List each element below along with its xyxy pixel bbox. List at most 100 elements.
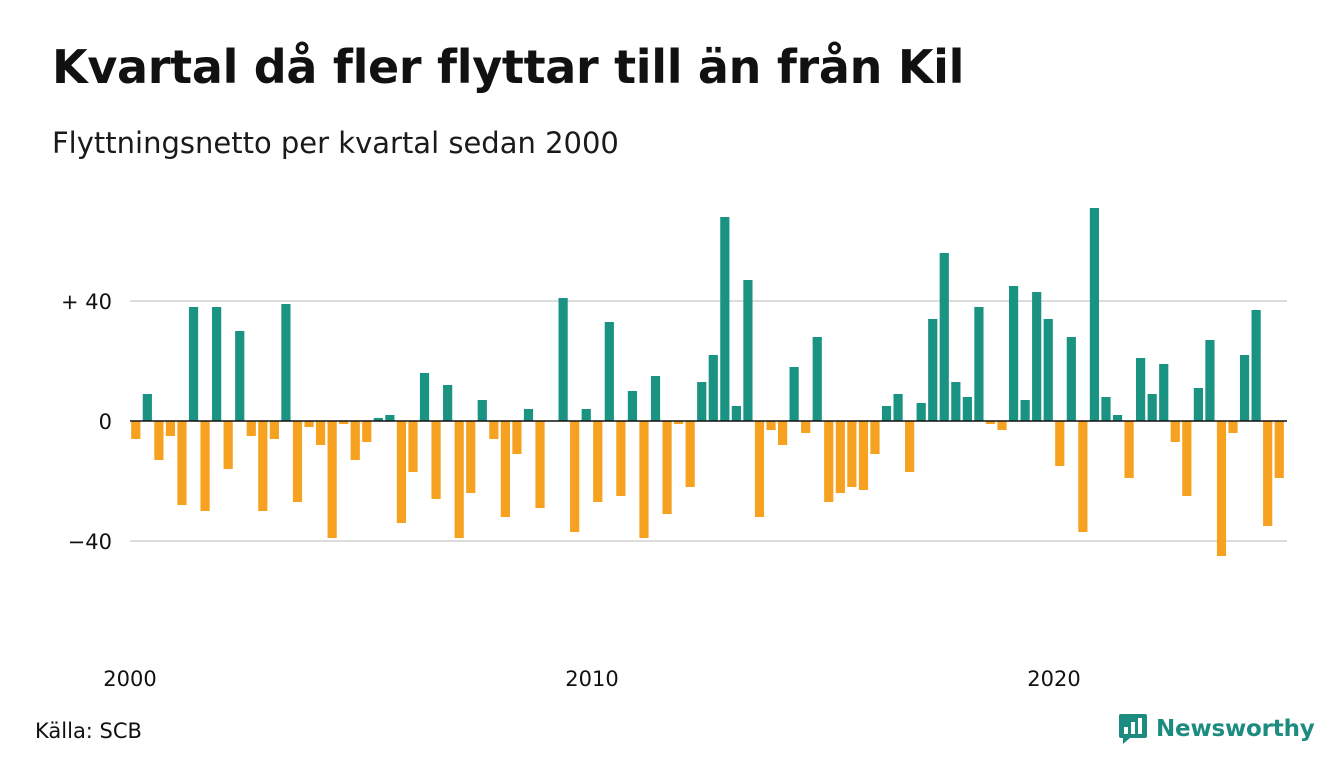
bar <box>905 421 915 472</box>
bar <box>1170 421 1180 442</box>
bar <box>315 421 326 445</box>
bar <box>1055 421 1065 466</box>
bar <box>1182 421 1192 496</box>
bar <box>570 421 580 532</box>
bar <box>1089 208 1100 421</box>
bar <box>1263 421 1273 526</box>
bar <box>200 421 210 511</box>
bar <box>847 421 857 487</box>
bar <box>1216 421 1227 556</box>
bar <box>916 403 926 421</box>
bar <box>477 400 487 421</box>
y-tick-label: −40 <box>68 530 112 554</box>
bar <box>188 307 199 421</box>
brand-name: Newsworthy <box>1156 716 1315 742</box>
bar <box>431 421 441 499</box>
bar <box>812 337 822 421</box>
bar <box>1147 394 1157 421</box>
bar <box>881 406 892 421</box>
bar <box>373 418 383 421</box>
bar <box>535 421 545 508</box>
bar <box>731 406 741 421</box>
bar <box>443 385 453 421</box>
bar-chart: + 40 0 −40 2000 2010 2020 <box>61 208 1287 691</box>
bar <box>870 421 880 454</box>
chart-title: Kvartal då fler flyttar till än från Kil <box>52 40 965 94</box>
bar <box>777 421 788 445</box>
bar <box>269 421 279 439</box>
bar <box>512 421 522 454</box>
bar <box>685 421 695 487</box>
bar <box>939 253 949 421</box>
bar <box>1032 292 1042 421</box>
brand[interactable]: Newsworthy <box>1118 712 1315 746</box>
bar <box>627 391 638 421</box>
bar <box>720 217 730 421</box>
bar <box>997 421 1007 430</box>
y-tick-label: + 40 <box>61 290 112 314</box>
bar <box>985 421 996 424</box>
bar <box>1066 337 1076 421</box>
bar <box>327 421 337 538</box>
x-tick-label: 2020 <box>1027 667 1080 691</box>
bar <box>350 421 360 460</box>
bar <box>789 367 799 421</box>
bar <box>1112 415 1123 421</box>
bar <box>304 421 314 427</box>
bar <box>593 421 603 502</box>
bar <box>604 322 614 421</box>
x-axis-ticks: 2000 2010 2020 <box>103 667 1080 691</box>
bar <box>801 421 811 433</box>
bar <box>650 376 661 421</box>
bar <box>1251 310 1261 421</box>
bar <box>131 421 141 439</box>
bar <box>177 421 187 505</box>
bar <box>674 421 684 424</box>
bar <box>662 421 672 514</box>
bar <box>1193 388 1203 421</box>
bar <box>258 421 268 511</box>
bar <box>1020 400 1030 421</box>
bar <box>1136 358 1146 421</box>
bar <box>246 421 256 436</box>
chart-subtitle: Flyttningsnetto per kvartal sedan 2000 <box>52 126 619 160</box>
bar <box>396 421 407 523</box>
bar <box>1008 286 1019 421</box>
bar <box>928 319 938 421</box>
bar <box>1101 397 1111 421</box>
bar <box>824 421 834 502</box>
bar <box>581 409 591 421</box>
bar <box>419 373 430 421</box>
newsworthy-logo-icon <box>1119 714 1147 744</box>
bar <box>1078 421 1088 532</box>
bar <box>974 307 984 421</box>
bar <box>1159 364 1169 421</box>
bar <box>639 421 649 538</box>
bar <box>165 421 176 436</box>
bar <box>385 415 395 421</box>
bar <box>1274 421 1284 478</box>
bar <box>466 421 476 493</box>
bar <box>500 421 510 517</box>
bar <box>235 331 245 421</box>
bar <box>281 304 291 421</box>
source-note: Källa: SCB <box>35 719 142 743</box>
bar <box>292 421 303 502</box>
bar <box>558 298 568 421</box>
bar <box>754 421 765 517</box>
bar <box>454 421 464 538</box>
bar <box>708 355 718 421</box>
x-tick-label: 2000 <box>103 667 156 691</box>
bar <box>616 421 626 496</box>
bar <box>1124 421 1134 478</box>
bar <box>1239 355 1250 421</box>
bar <box>154 421 164 460</box>
bar <box>362 421 372 442</box>
bar <box>1043 319 1053 421</box>
bar <box>223 421 233 469</box>
bar <box>142 394 152 421</box>
bar <box>212 307 222 421</box>
bar <box>951 382 961 421</box>
y-tick-label: 0 <box>99 410 112 434</box>
bar <box>893 394 903 421</box>
